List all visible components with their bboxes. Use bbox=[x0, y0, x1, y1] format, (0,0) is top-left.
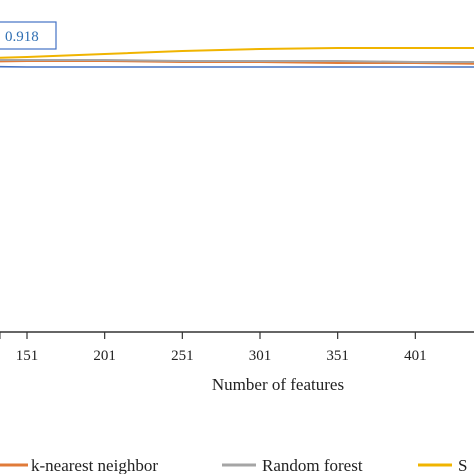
series-line-3 bbox=[0, 65, 474, 68]
legend-label-2: S bbox=[458, 456, 467, 474]
legend-label-0: k-nearest neighbor bbox=[31, 456, 158, 474]
x-tick-label: 201 bbox=[93, 348, 116, 364]
x-tick-label: 151 bbox=[16, 348, 39, 364]
x-tick-label: 351 bbox=[326, 348, 349, 364]
x-tick-label: 301 bbox=[249, 348, 272, 364]
callout-value: 0.918 bbox=[5, 29, 39, 45]
series-line-1 bbox=[0, 59, 474, 63]
x-tick-label: 401 bbox=[404, 348, 427, 364]
callout-box bbox=[0, 21, 57, 50]
series-line-2 bbox=[0, 47, 474, 59]
x-tick-label: 251 bbox=[171, 348, 194, 364]
legend: k-nearest neighbor Random forest S bbox=[0, 456, 467, 474]
callout: 0.918 bbox=[0, 21, 57, 50]
x-axis-title: Number of features bbox=[212, 375, 344, 394]
x-ticks: 151201251301351401451501 bbox=[0, 332, 427, 364]
legend-label-1: Random forest bbox=[262, 456, 363, 474]
plot-lines bbox=[0, 47, 474, 68]
